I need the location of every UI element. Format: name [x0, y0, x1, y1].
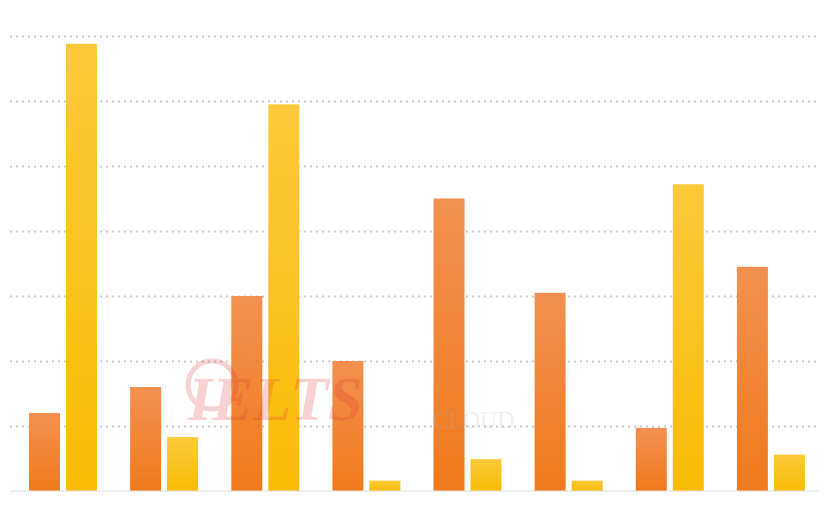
- bars: [29, 43, 805, 492]
- bar-series-1-6: [534, 292, 566, 492]
- watermark-suffix: CLOUD: [432, 408, 515, 434]
- bar-series-2-4: [369, 480, 401, 491]
- watermark-brand: IELTS: [187, 366, 363, 434]
- bar-series-1-7: [635, 427, 667, 491]
- bar-series-1-5: [433, 198, 465, 491]
- bar-series-2-8: [773, 454, 805, 491]
- bar-series-1-3: [231, 296, 263, 491]
- bar-series-2-6: [571, 480, 603, 491]
- bar-series-2-1: [66, 43, 97, 492]
- bar-series-1-4: [332, 361, 364, 491]
- bar-series-2-7: [672, 184, 704, 491]
- bar-series-1-1: [29, 413, 60, 491]
- watermark-logo: IELTS CLOUD: [185, 358, 515, 434]
- bar-series-2-3: [268, 104, 300, 492]
- bar-series-2-2: [167, 437, 199, 491]
- bar-series-1-8: [736, 266, 768, 492]
- bar-series-2-5: [470, 459, 502, 491]
- logo-swoosh: [185, 358, 239, 412]
- bar-series-1-2: [130, 387, 162, 491]
